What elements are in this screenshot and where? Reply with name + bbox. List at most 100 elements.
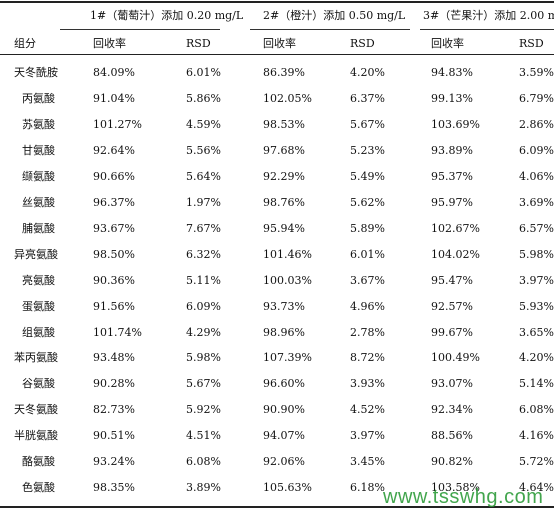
group-header-grape: 1#（葡萄汁）添加 0.20 mg/L (90, 9, 244, 22)
rsd-header-1: RSD (186, 37, 211, 50)
group-1-underline (60, 29, 220, 30)
rsd-cell: 5.86% (186, 92, 221, 105)
rsd-cell: 5.89% (350, 222, 385, 235)
component-column-header: 组分 (14, 37, 36, 50)
group-3-underline (420, 29, 554, 30)
recovery-cell: 90.36% (93, 274, 135, 287)
recovery-cell: 92.34% (431, 403, 473, 416)
recovery-cell: 98.35% (93, 481, 135, 494)
rsd-cell: 6.08% (519, 403, 554, 416)
row-component-name: 谷氨酸 (22, 377, 55, 390)
recovery-cell: 94.83% (431, 66, 473, 79)
row-component-name: 丝氨酸 (22, 196, 55, 209)
rsd-cell: 4.64% (519, 481, 554, 494)
rsd-cell: 4.51% (186, 429, 221, 442)
rsd-cell: 6.32% (186, 248, 221, 261)
recovery-cell: 93.24% (93, 455, 135, 468)
recovery-cell: 99.13% (431, 92, 473, 105)
rsd-cell: 4.29% (186, 326, 221, 339)
rsd-cell: 5.98% (519, 248, 554, 261)
row-component-name: 甘氨酸 (22, 144, 55, 157)
recovery-cell: 92.57% (431, 300, 473, 313)
rsd-cell: 8.72% (350, 351, 385, 364)
recovery-cell: 92.29% (263, 170, 305, 183)
recovery-cell: 82.73% (93, 403, 135, 416)
recovery-cell: 107.39% (263, 351, 312, 364)
recovery-header-1: 回收率 (93, 37, 126, 50)
rsd-cell: 6.08% (186, 455, 221, 468)
rsd-cell: 6.09% (519, 144, 554, 157)
recovery-cell: 101.27% (93, 118, 142, 131)
recovery-cell: 93.67% (93, 222, 135, 235)
row-component-name: 天冬氨酸 (14, 403, 58, 416)
rsd-cell: 5.98% (186, 351, 221, 364)
row-component-name: 缬氨酸 (22, 170, 55, 183)
rsd-cell: 4.52% (350, 403, 385, 416)
recovery-cell: 103.69% (431, 118, 480, 131)
rsd-cell: 6.18% (350, 481, 385, 494)
rsd-cell: 5.67% (350, 118, 385, 131)
rsd-cell: 5.49% (350, 170, 385, 183)
recovery-cell: 91.04% (93, 92, 135, 105)
rsd-cell: 3.59% (519, 66, 554, 79)
recovery-cell: 91.56% (93, 300, 135, 313)
rsd-cell: 7.67% (186, 222, 221, 235)
recovery-cell: 88.56% (431, 429, 473, 442)
rsd-cell: 3.97% (350, 429, 385, 442)
rsd-cell: 6.01% (350, 248, 385, 261)
rsd-cell: 5.62% (350, 196, 385, 209)
rsd-cell: 4.96% (350, 300, 385, 313)
row-component-name: 蛋氨酸 (22, 300, 55, 313)
header-bottom-rule (0, 54, 554, 55)
rsd-cell: 5.64% (186, 170, 221, 183)
row-component-name: 亮氨酸 (22, 274, 55, 287)
recovery-cell: 86.39% (263, 66, 305, 79)
recovery-cell: 95.47% (431, 274, 473, 287)
recovery-header-3: 回收率 (431, 37, 464, 50)
recovery-cell: 96.60% (263, 377, 305, 390)
rsd-cell: 4.16% (519, 429, 554, 442)
rsd-cell: 2.86% (519, 118, 554, 131)
recovery-cell: 90.90% (263, 403, 305, 416)
recovery-cell: 90.51% (93, 429, 135, 442)
recovery-cell: 93.07% (431, 377, 473, 390)
rsd-cell: 4.06% (519, 170, 554, 183)
row-component-name: 组氨酸 (22, 326, 55, 339)
recovery-cell: 94.07% (263, 429, 305, 442)
recovery-cell: 95.37% (431, 170, 473, 183)
recovery-cell: 105.63% (263, 481, 312, 494)
recovery-cell: 95.97% (431, 196, 473, 209)
rsd-cell: 6.01% (186, 66, 221, 79)
site-watermark: www.tsswhg.com (383, 486, 544, 508)
group-2-underline (250, 29, 410, 30)
rsd-cell: 5.92% (186, 403, 221, 416)
recovery-cell: 102.67% (431, 222, 480, 235)
rsd-cell: 5.72% (519, 455, 554, 468)
row-component-name: 苯丙氨酸 (14, 351, 58, 364)
row-component-name: 异亮氨酸 (14, 248, 58, 261)
recovery-cell: 84.09% (93, 66, 135, 79)
recovery-cell: 96.37% (93, 196, 135, 209)
recovery-cell: 93.89% (431, 144, 473, 157)
rsd-cell: 5.56% (186, 144, 221, 157)
recovery-cell: 90.28% (93, 377, 135, 390)
recovery-cell: 90.82% (431, 455, 473, 468)
row-component-name: 天冬酰胺 (14, 66, 58, 79)
rsd-cell: 6.37% (350, 92, 385, 105)
recovery-cell: 104.02% (431, 248, 480, 261)
rsd-cell: 6.57% (519, 222, 554, 235)
rsd-cell: 3.67% (350, 274, 385, 287)
rsd-cell: 3.97% (519, 274, 554, 287)
recovery-cell: 98.96% (263, 326, 305, 339)
recovery-cell: 92.06% (263, 455, 305, 468)
row-component-name: 色氨酸 (22, 481, 55, 494)
recovery-cell: 100.49% (431, 351, 480, 364)
rsd-cell: 3.65% (519, 326, 554, 339)
recovery-cell: 99.67% (431, 326, 473, 339)
table-bottom-rule (0, 506, 554, 508)
recovery-cell: 97.68% (263, 144, 305, 157)
row-component-name: 酪氨酸 (22, 455, 55, 468)
rsd-cell: 5.23% (350, 144, 385, 157)
recovery-cell: 101.74% (93, 326, 142, 339)
recovery-cell: 102.05% (263, 92, 312, 105)
